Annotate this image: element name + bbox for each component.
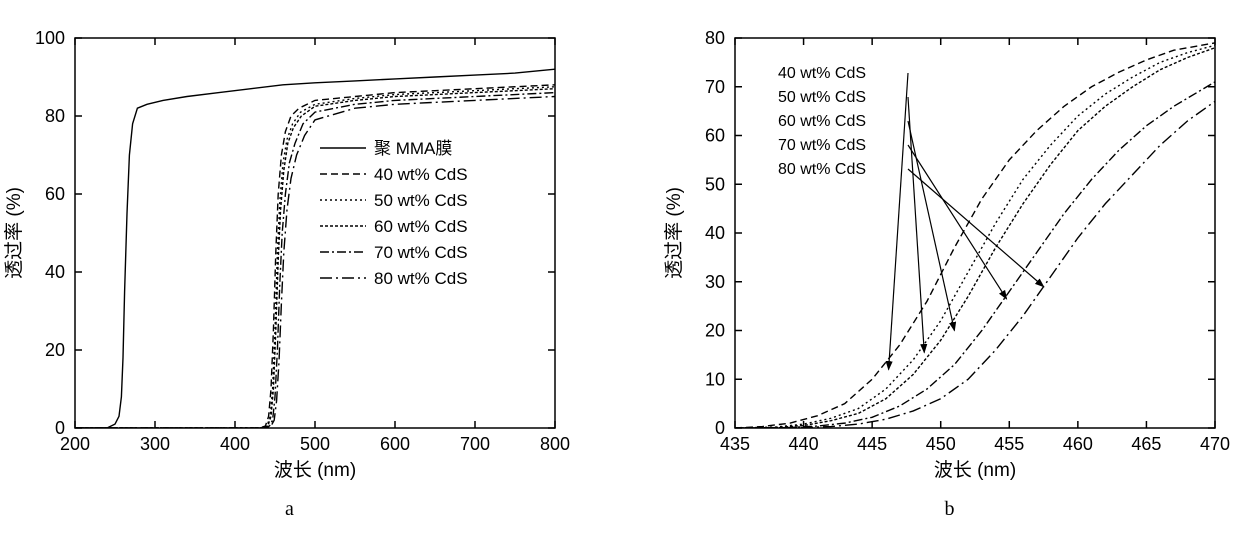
svg-text:470: 470: [1199, 434, 1229, 454]
svg-text:80 wt% CdS: 80 wt% CdS: [374, 269, 468, 288]
svg-text:20: 20: [704, 321, 724, 341]
svg-text:60 wt% CdS: 60 wt% CdS: [778, 113, 866, 130]
svg-text:460: 460: [1062, 434, 1092, 454]
svg-text:60: 60: [704, 126, 724, 146]
series-70wt: [75, 93, 555, 428]
svg-text:465: 465: [1131, 434, 1161, 454]
chart-a: 200300400500600700800020406080100波长 (nm)…: [0, 20, 590, 490]
svg-text:400: 400: [219, 434, 249, 454]
svg-text:700: 700: [459, 434, 489, 454]
svg-text:80 wt% CdS: 80 wt% CdS: [778, 161, 866, 178]
series-60wt: [75, 89, 555, 428]
svg-text:50: 50: [704, 174, 724, 194]
svg-text:800: 800: [539, 434, 569, 454]
svg-text:0: 0: [54, 418, 64, 438]
series-50wt: [75, 87, 555, 428]
series-70wt: [735, 82, 1215, 428]
svg-text:40: 40: [704, 223, 724, 243]
panel-b: 4354404454504554604654700102030405060708…: [650, 20, 1239, 521]
svg-text:70: 70: [704, 77, 724, 97]
svg-text:0: 0: [714, 418, 724, 438]
svg-text:波长 (nm): 波长 (nm): [933, 459, 1015, 481]
series-80wt: [75, 97, 555, 429]
svg-text:30: 30: [704, 272, 724, 292]
svg-text:波长 (nm): 波长 (nm): [273, 459, 355, 481]
panel-a: 200300400500600700800020406080100波长 (nm)…: [0, 20, 590, 521]
caption-b: b: [945, 498, 955, 521]
chart-b: 4354404454504554604654700102030405060708…: [650, 20, 1239, 490]
svg-text:80: 80: [44, 106, 64, 126]
caption-a: a: [285, 498, 294, 521]
svg-text:300: 300: [139, 434, 169, 454]
svg-text:60 wt% CdS: 60 wt% CdS: [374, 217, 468, 236]
svg-text:500: 500: [299, 434, 329, 454]
svg-text:20: 20: [44, 340, 64, 360]
svg-text:70 wt% CdS: 70 wt% CdS: [374, 243, 468, 262]
svg-text:455: 455: [994, 434, 1024, 454]
svg-text:透过率 (%): 透过率 (%): [3, 187, 25, 279]
series-40wt: [75, 85, 555, 428]
svg-text:40: 40: [44, 262, 64, 282]
svg-text:聚 MMA膜: 聚 MMA膜: [374, 139, 452, 158]
svg-text:600: 600: [379, 434, 409, 454]
svg-text:10: 10: [704, 369, 724, 389]
svg-text:50 wt% CdS: 50 wt% CdS: [778, 89, 866, 106]
svg-text:50 wt% CdS: 50 wt% CdS: [374, 191, 468, 210]
series-PMMA: [75, 69, 555, 428]
svg-text:440: 440: [788, 434, 818, 454]
svg-text:70 wt% CdS: 70 wt% CdS: [778, 137, 866, 154]
svg-text:100: 100: [34, 28, 64, 48]
svg-text:透过率 (%): 透过率 (%): [663, 187, 685, 279]
svg-text:450: 450: [925, 434, 955, 454]
svg-text:445: 445: [857, 434, 887, 454]
svg-text:40 wt% CdS: 40 wt% CdS: [374, 165, 468, 184]
svg-text:60: 60: [44, 184, 64, 204]
svg-text:80: 80: [704, 28, 724, 48]
svg-text:40 wt% CdS: 40 wt% CdS: [778, 65, 866, 82]
